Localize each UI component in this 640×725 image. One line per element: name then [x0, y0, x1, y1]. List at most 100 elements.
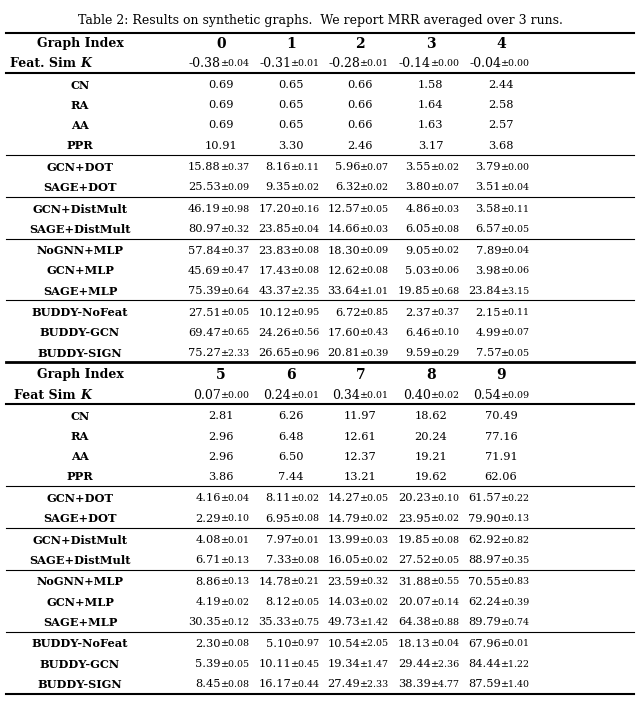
- Text: 2.81: 2.81: [208, 411, 234, 421]
- Text: SAGE+MLP: SAGE+MLP: [43, 617, 117, 628]
- Text: 46.19: 46.19: [188, 204, 221, 214]
- Text: ±0.03: ±0.03: [360, 225, 390, 233]
- Text: ±0.02: ±0.02: [360, 183, 389, 192]
- Text: 6: 6: [286, 368, 296, 382]
- Text: ±0.02: ±0.02: [291, 183, 320, 192]
- Text: 12.37: 12.37: [344, 452, 377, 462]
- Text: 6.26: 6.26: [278, 411, 304, 421]
- Text: 7.33: 7.33: [266, 555, 291, 566]
- Text: 77.16: 77.16: [484, 431, 518, 442]
- Text: ±0.98: ±0.98: [221, 204, 250, 214]
- Text: ±0.09: ±0.09: [501, 391, 531, 399]
- Text: 13.21: 13.21: [344, 472, 377, 482]
- Text: 38.39: 38.39: [398, 679, 431, 689]
- Text: 19.85: 19.85: [398, 286, 431, 296]
- Text: ±0.02: ±0.02: [431, 247, 460, 255]
- Text: SAGE+MLP: SAGE+MLP: [43, 286, 117, 297]
- Text: 14.03: 14.03: [328, 597, 360, 607]
- Text: 75.27: 75.27: [188, 348, 221, 358]
- Text: K: K: [80, 389, 91, 402]
- Text: 20.81: 20.81: [328, 348, 360, 358]
- Text: ±0.01: ±0.01: [221, 536, 250, 544]
- Text: ±0.00: ±0.00: [501, 162, 530, 172]
- Text: K: K: [80, 57, 91, 70]
- Text: 4.08: 4.08: [195, 535, 221, 545]
- Text: ±0.39: ±0.39: [501, 597, 531, 607]
- Text: ±0.88: ±0.88: [431, 618, 460, 627]
- Text: ±0.08: ±0.08: [291, 514, 320, 523]
- Text: 0.65: 0.65: [278, 100, 304, 110]
- Text: -0.28: -0.28: [328, 57, 360, 70]
- Text: 6.72: 6.72: [335, 307, 360, 318]
- Text: 3.17: 3.17: [418, 141, 444, 151]
- Text: 62.24: 62.24: [468, 597, 501, 607]
- Text: ±0.96: ±0.96: [291, 349, 321, 357]
- Text: 0.65: 0.65: [278, 80, 304, 90]
- Text: BUDDY-NoFeat: BUDDY-NoFeat: [32, 307, 128, 318]
- Text: 4.86: 4.86: [405, 204, 431, 214]
- Text: 7.97: 7.97: [266, 535, 291, 545]
- Text: 23.59: 23.59: [328, 577, 360, 587]
- Text: ±0.64: ±0.64: [221, 286, 250, 296]
- Text: ±0.03: ±0.03: [431, 204, 460, 214]
- Text: 20.07: 20.07: [398, 597, 431, 607]
- Text: GCN+DistMult: GCN+DistMult: [33, 535, 127, 546]
- Text: 20.24: 20.24: [414, 431, 447, 442]
- Text: -0.04: -0.04: [469, 57, 501, 70]
- Text: 1.63: 1.63: [418, 120, 444, 130]
- Text: ±0.45: ±0.45: [291, 660, 321, 668]
- Text: 19.21: 19.21: [414, 452, 447, 462]
- Text: ±0.08: ±0.08: [291, 266, 320, 276]
- Text: 10.11: 10.11: [259, 659, 291, 669]
- Text: 88.97: 88.97: [468, 555, 501, 566]
- Text: ±0.02: ±0.02: [360, 597, 389, 607]
- Text: 4.19: 4.19: [195, 597, 221, 607]
- Text: 0.69: 0.69: [208, 100, 234, 110]
- Text: ±0.07: ±0.07: [501, 328, 530, 337]
- Text: ±0.13: ±0.13: [221, 577, 250, 587]
- Text: 3.68: 3.68: [488, 141, 514, 151]
- Text: ±0.00: ±0.00: [501, 59, 530, 68]
- Text: ±0.08: ±0.08: [221, 639, 250, 648]
- Text: ±0.08: ±0.08: [221, 679, 250, 689]
- Text: ±0.09: ±0.09: [221, 183, 250, 192]
- Text: 87.59: 87.59: [468, 679, 501, 689]
- Text: 0.69: 0.69: [208, 80, 234, 90]
- Text: ±1.01: ±1.01: [360, 286, 389, 296]
- Text: ±0.08: ±0.08: [431, 225, 460, 233]
- Text: ±0.37: ±0.37: [221, 162, 250, 172]
- Text: 14.79: 14.79: [328, 513, 360, 523]
- Text: RA: RA: [71, 431, 89, 442]
- Text: 0.66: 0.66: [348, 80, 373, 90]
- Text: ±0.14: ±0.14: [431, 597, 460, 607]
- Text: ±0.04: ±0.04: [501, 183, 530, 192]
- Text: 5.10: 5.10: [266, 639, 291, 649]
- Text: BUDDY-SIGN: BUDDY-SIGN: [38, 347, 122, 358]
- Text: Feat Sim: Feat Sim: [14, 389, 80, 402]
- Text: ±0.08: ±0.08: [291, 556, 320, 565]
- Text: ±0.07: ±0.07: [431, 183, 460, 192]
- Text: PPR: PPR: [67, 471, 93, 482]
- Text: 3.55: 3.55: [405, 162, 431, 173]
- Text: 70.55: 70.55: [468, 577, 501, 587]
- Text: ±0.44: ±0.44: [291, 679, 320, 689]
- Text: ±0.35: ±0.35: [501, 556, 531, 565]
- Text: ±0.02: ±0.02: [291, 494, 320, 503]
- Text: 2.37: 2.37: [405, 307, 431, 318]
- Text: ±0.39: ±0.39: [360, 349, 390, 357]
- Text: ±0.37: ±0.37: [431, 308, 460, 318]
- Text: ±0.75: ±0.75: [291, 618, 321, 627]
- Text: ±0.83: ±0.83: [501, 577, 531, 587]
- Text: ±0.10: ±0.10: [431, 494, 460, 503]
- Text: 23.95: 23.95: [398, 513, 431, 523]
- Text: ±2.33: ±2.33: [221, 349, 250, 357]
- Text: 27.49: 27.49: [328, 679, 360, 689]
- Text: 8.16: 8.16: [266, 162, 291, 173]
- Text: ±0.02: ±0.02: [431, 162, 460, 172]
- Text: 9.35: 9.35: [266, 183, 291, 192]
- Text: Graph Index: Graph Index: [36, 368, 124, 381]
- Text: 6.71: 6.71: [195, 555, 221, 566]
- Text: -0.31: -0.31: [259, 57, 291, 70]
- Text: 61.57: 61.57: [468, 494, 501, 503]
- Text: ±0.00: ±0.00: [221, 391, 250, 399]
